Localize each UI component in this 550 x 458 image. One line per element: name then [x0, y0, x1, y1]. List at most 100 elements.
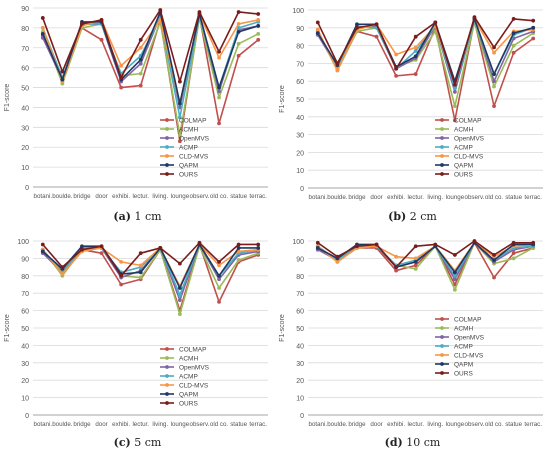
- y-tick-label: 30: [296, 133, 304, 140]
- data-point: [119, 273, 124, 278]
- data-point: [40, 25, 45, 30]
- x-tick-label: exhibi.: [112, 421, 130, 428]
- data-point: [413, 54, 418, 59]
- legend-label: OURS: [179, 401, 198, 408]
- data-point: [60, 272, 65, 276]
- data-point: [177, 312, 182, 316]
- data-point: [177, 286, 182, 290]
- legend-marker: [165, 356, 169, 360]
- chart-b: 0 10 20 30 40 50 60 70 80 90 100 F1-score botani. bou…: [279, 8, 543, 201]
- data-point: [492, 50, 496, 55]
- data-point: [138, 37, 143, 42]
- x-tick-label: lectur.: [132, 421, 149, 428]
- data-point: [452, 277, 457, 282]
- data-point: [138, 71, 143, 76]
- legend-label: CLD-MVS: [179, 154, 209, 161]
- x-tick-label: lounge: [446, 194, 465, 201]
- data-point: [394, 268, 399, 273]
- chart-c: 0 10 20 30 40 50 60 70 80 90 100 F1-score botani. bou…: [4, 239, 268, 428]
- data-point: [217, 300, 221, 304]
- data-point: [236, 242, 241, 247]
- data-point: [452, 253, 457, 257]
- data-point: [138, 45, 143, 50]
- x-tick-label: exhibi.: [112, 193, 130, 200]
- caption-d: (d) 10 cm: [275, 436, 550, 449]
- x-tick-label: botani.: [309, 194, 328, 201]
- data-point: [335, 259, 340, 264]
- y-tick-label: 20: [296, 378, 304, 385]
- series-line-ours: [42, 9, 259, 83]
- y-tick-label: 50: [21, 86, 29, 93]
- y-tick-label: 70: [21, 46, 29, 53]
- data-point: [433, 242, 438, 247]
- data-point: [119, 75, 124, 80]
- data-point: [236, 29, 241, 34]
- data-point: [531, 25, 536, 30]
- data-point: [413, 263, 418, 268]
- y-tick-label: 70: [296, 61, 304, 68]
- data-point: [177, 293, 182, 297]
- data-point: [40, 31, 45, 36]
- series-line-ours: [317, 16, 534, 86]
- data-point: [374, 34, 379, 39]
- x-tick-label: terrac.: [249, 421, 267, 428]
- data-point: [177, 261, 182, 266]
- y-tick-label: 40: [296, 343, 304, 350]
- data-point: [99, 18, 104, 22]
- data-point: [413, 256, 418, 261]
- caption-b-text: 2 cm: [409, 210, 437, 223]
- legend-marker: [165, 392, 169, 396]
- data-point: [315, 27, 320, 32]
- x-tick-label: bridge: [348, 421, 366, 428]
- x-tick-label: botani.: [309, 421, 328, 428]
- legend-marker: [440, 163, 444, 167]
- data-point: [492, 258, 496, 263]
- data-point: [355, 25, 359, 30]
- data-point: [256, 31, 261, 36]
- data-point: [217, 263, 221, 268]
- data-point: [315, 20, 320, 25]
- y-tick-label: 100: [292, 239, 304, 246]
- data-point: [472, 15, 477, 20]
- data-point: [80, 244, 84, 249]
- data-point: [452, 118, 457, 123]
- y-tick-label: 10: [296, 168, 304, 175]
- legend-label: COLMAP: [454, 317, 481, 324]
- series-line-qapm: [42, 243, 259, 289]
- legend-marker: [165, 401, 169, 405]
- data-point: [511, 43, 516, 48]
- legend-label: COLMAP: [179, 118, 206, 125]
- x-tick-label: lounge: [171, 193, 190, 200]
- legend-marker: [440, 335, 444, 339]
- x-tick-label: old co.: [210, 193, 229, 200]
- legend-marker: [440, 317, 444, 321]
- caption-d-text: 10 cm: [406, 436, 441, 449]
- data-point: [236, 10, 241, 14]
- caption-a-label: (a): [113, 210, 131, 223]
- data-point: [413, 49, 418, 53]
- data-point: [315, 31, 320, 36]
- y-tick-label: 20: [21, 378, 29, 385]
- legend-marker: [440, 136, 444, 140]
- chart-a: 0 10 20 30 40 50 60 70 80 90 F1-score botani. boulde…: [4, 6, 268, 200]
- x-tick-label: botani.: [34, 193, 53, 200]
- y-tick-label: 40: [296, 115, 304, 122]
- legend-label: CLD-MVS: [179, 383, 209, 390]
- data-point: [394, 52, 399, 57]
- x-tick-label: living.: [427, 194, 443, 201]
- chart-d: 0 10 20 30 40 50 60 70 80 90 100 F1-score botani. bou…: [279, 239, 543, 428]
- data-point: [335, 61, 340, 66]
- data-point: [492, 45, 496, 50]
- series-line-ours: [317, 240, 534, 268]
- data-point: [256, 242, 261, 247]
- data-point: [177, 133, 182, 138]
- data-point: [177, 298, 182, 303]
- data-point: [394, 66, 399, 71]
- x-tick-label: terrac.: [524, 421, 542, 428]
- legend-label: ACMP: [454, 145, 473, 152]
- data-point: [355, 22, 359, 27]
- data-point: [177, 115, 182, 120]
- data-point: [99, 244, 104, 249]
- data-point: [256, 246, 261, 250]
- y-tick-label: 50: [296, 326, 304, 333]
